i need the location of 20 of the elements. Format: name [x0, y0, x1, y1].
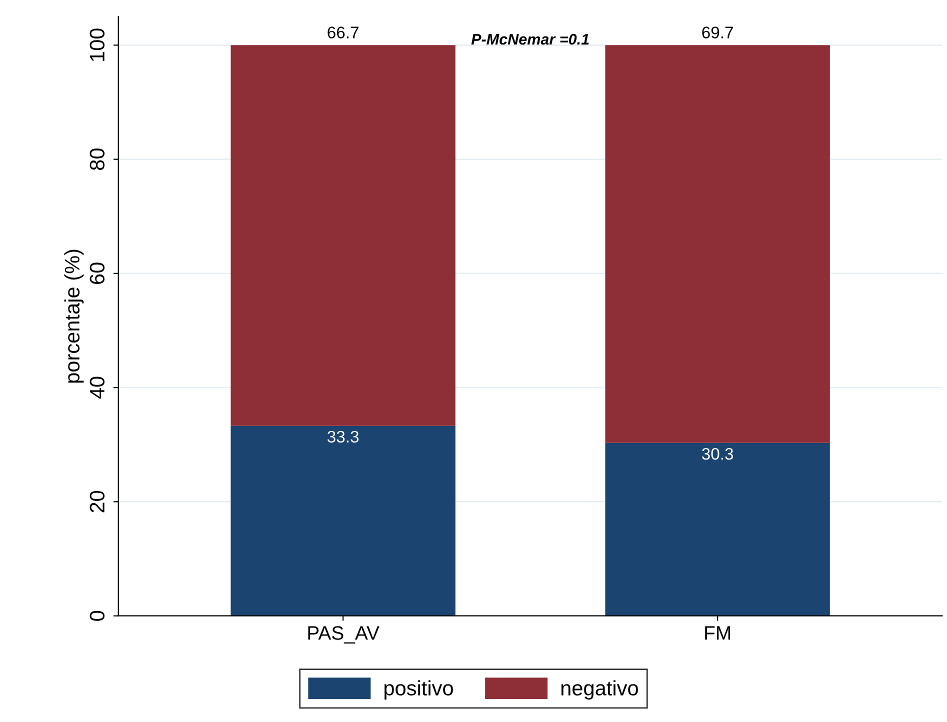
data-label: 30.3	[702, 448, 734, 460]
y-tick-label: 60	[90, 262, 105, 284]
y-axis-title: porcentaje (%)	[64, 250, 84, 383]
bar	[605, 442, 830, 616]
legend-label: negativo	[561, 680, 638, 700]
data-label: 33.3	[327, 430, 359, 443]
y-tick-label: 40	[90, 376, 105, 399]
legend-label: positivo	[384, 680, 453, 700]
bar	[230, 45, 456, 426]
y-tick-label: 80	[90, 148, 105, 170]
y-tick-label: 100	[90, 28, 105, 61]
bar	[230, 426, 456, 616]
bar	[605, 45, 830, 443]
data-label: 69.7	[702, 26, 733, 38]
y-tick-label: 0	[90, 610, 105, 621]
data-label: 66.7	[328, 26, 358, 38]
y-tick-label: 20	[90, 490, 105, 512]
x-tick-label: PAS_AV	[308, 626, 380, 644]
x-tick-label: FM	[705, 626, 730, 640]
annotation: P-McNemar =0.1	[471, 34, 589, 45]
